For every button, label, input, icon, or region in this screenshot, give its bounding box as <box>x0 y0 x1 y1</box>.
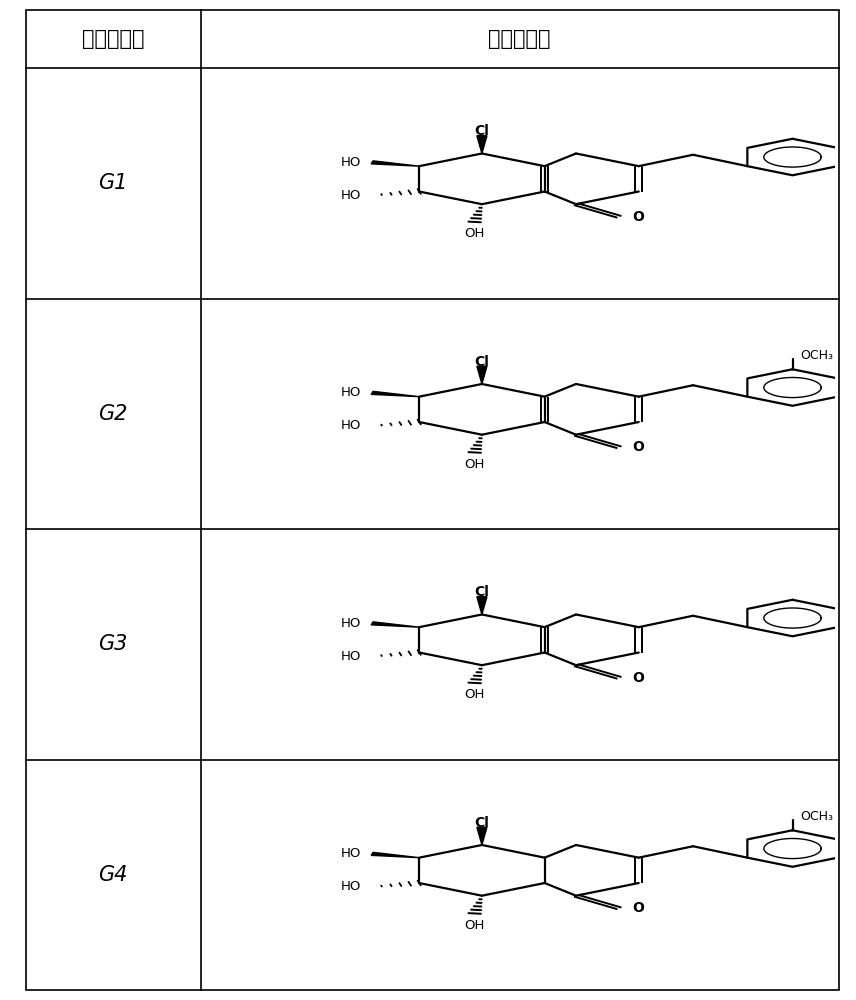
Text: HO: HO <box>341 156 361 169</box>
Text: 化合物结构: 化合物结构 <box>489 29 551 49</box>
Polygon shape <box>372 622 419 627</box>
Polygon shape <box>477 366 487 384</box>
Text: O: O <box>633 901 645 915</box>
Text: 化合物编号: 化合物编号 <box>82 29 145 49</box>
Polygon shape <box>477 136 487 153</box>
Text: OH: OH <box>465 919 484 932</box>
Text: HO: HO <box>341 419 361 432</box>
Text: HO: HO <box>341 880 361 893</box>
Text: Cl: Cl <box>474 124 490 138</box>
Polygon shape <box>477 827 487 845</box>
Text: G1: G1 <box>98 173 128 193</box>
Text: OH: OH <box>465 458 484 471</box>
Text: Cl: Cl <box>474 355 490 369</box>
Polygon shape <box>477 597 487 614</box>
Text: Cl: Cl <box>474 816 490 830</box>
Text: O: O <box>633 210 645 224</box>
Text: OCH₃: OCH₃ <box>800 810 833 823</box>
Text: HO: HO <box>341 386 361 399</box>
Text: OH: OH <box>465 227 484 240</box>
Text: HO: HO <box>341 617 361 630</box>
Text: Cl: Cl <box>474 585 490 599</box>
Text: G4: G4 <box>98 865 128 885</box>
Text: G3: G3 <box>98 634 128 654</box>
Polygon shape <box>372 391 419 397</box>
Text: OH: OH <box>465 688 484 701</box>
Polygon shape <box>372 161 419 166</box>
Text: OCH₃: OCH₃ <box>800 349 833 362</box>
Text: O: O <box>633 671 645 685</box>
Polygon shape <box>372 852 419 858</box>
Text: O: O <box>633 440 645 454</box>
Text: HO: HO <box>341 847 361 860</box>
Text: HO: HO <box>341 650 361 663</box>
Text: HO: HO <box>341 189 361 202</box>
Text: G2: G2 <box>98 404 128 424</box>
